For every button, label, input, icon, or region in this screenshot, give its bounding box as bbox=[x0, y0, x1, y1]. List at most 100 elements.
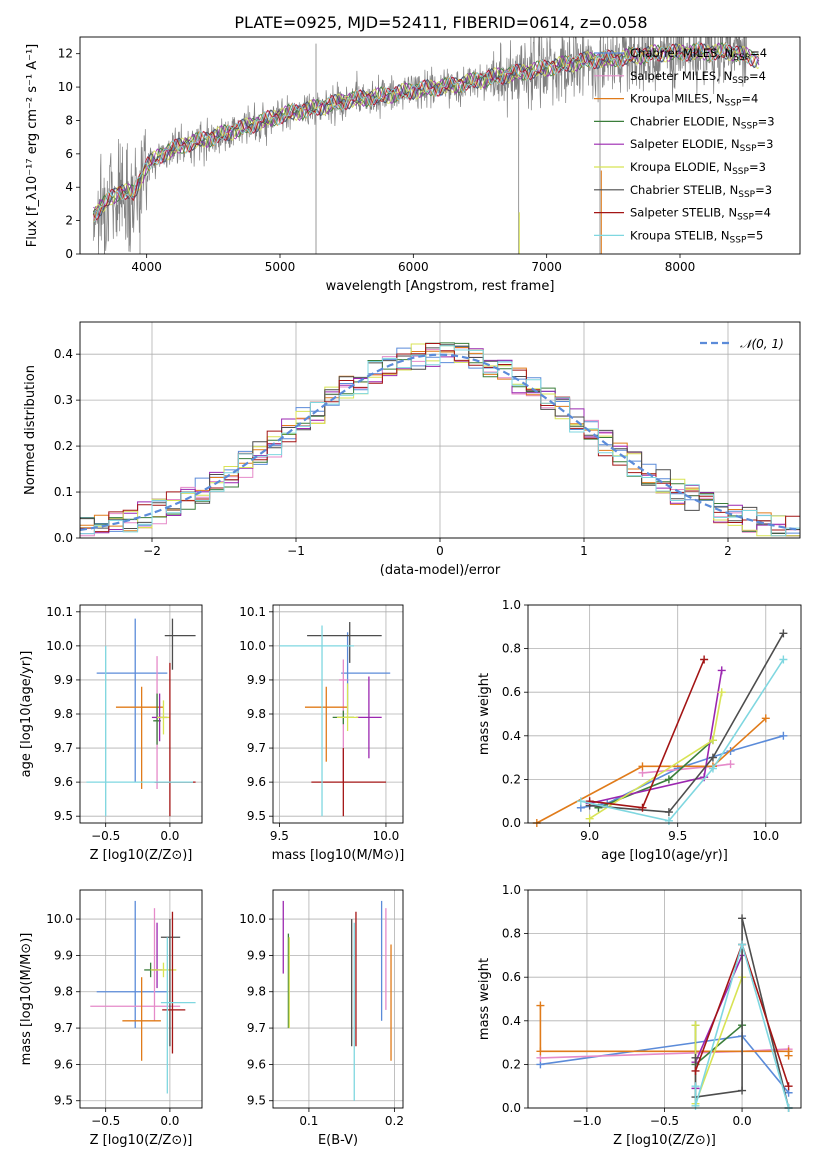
y-tick-label: 8 bbox=[65, 113, 73, 127]
y-tick-label: 0.2 bbox=[502, 772, 521, 786]
legend-label: Kroupa STELIB, NSSP=5 bbox=[630, 228, 763, 245]
plus-marker bbox=[536, 1047, 545, 1056]
axes-frame bbox=[79, 604, 203, 824]
chart-mass_weight_vs_Z: −1.0 −0.5 0.0 0.0 0.2 0.4 0.6 0.8 1.0 Z [log10(Z/… bbox=[477, 883, 802, 1148]
plus-marker bbox=[691, 1082, 700, 1091]
x-tick-label: 0 bbox=[436, 544, 444, 558]
y-tick-label: 9.6 bbox=[247, 1057, 266, 1071]
model-line bbox=[93, 42, 760, 223]
y-axis-label: mass [log10(M/M⊙)] bbox=[19, 933, 34, 1066]
y-tick-label: 1.0 bbox=[502, 598, 521, 612]
y-axis-label: Normed distribution bbox=[23, 365, 38, 495]
x-tick-label: 7000 bbox=[531, 260, 562, 274]
y-tick-label: 9.7 bbox=[54, 1021, 73, 1035]
plus-marker bbox=[738, 1086, 747, 1095]
y-tick-label: 9.6 bbox=[54, 1057, 73, 1071]
chart-mass_vs_Z: −0.5 0.0 9.5 9.6 9.7 9.8 9.9 10.0 Z [log10(Z/Z⊙)… bbox=[19, 889, 203, 1148]
plus-marker bbox=[708, 764, 717, 773]
y-tick-label: 0.4 bbox=[54, 347, 73, 361]
x-tick-label: −0.5 bbox=[91, 1114, 120, 1128]
y-tick-label: 10.0 bbox=[239, 912, 266, 926]
plus-marker bbox=[664, 816, 673, 825]
y-tick-label: 10 bbox=[58, 80, 73, 94]
plus-marker bbox=[761, 714, 770, 723]
plus-marker bbox=[536, 1001, 545, 1010]
chart-residuals: −2 −1 0 1 2 0.0 0.1 0.2 0.3 0.4 (data-model)/error… bbox=[23, 321, 801, 578]
y-tick-label: 2 bbox=[65, 214, 73, 228]
x-tick-label: 4000 bbox=[131, 260, 162, 274]
plus-marker bbox=[717, 666, 726, 675]
x-tick-label: −1 bbox=[287, 544, 305, 558]
plot-area bbox=[80, 342, 800, 537]
x-axis-label: Z [log10(Z/Z⊙)] bbox=[613, 1133, 716, 1148]
x-tick-label: 10.0 bbox=[373, 829, 400, 843]
x-tick-label: 9.0 bbox=[580, 829, 599, 843]
y-axis-label: age [log10(age/yr)] bbox=[19, 651, 34, 778]
y-tick-label: 9.5 bbox=[54, 809, 73, 823]
axes-frame bbox=[79, 321, 801, 539]
x-axis-label: Z [log10(Z/Z⊙)] bbox=[90, 848, 193, 863]
legend-label: Kroupa ELODIE, NSSP=3 bbox=[630, 160, 766, 177]
y-tick-label: 9.7 bbox=[54, 741, 73, 755]
y-tick-label: 9.5 bbox=[247, 809, 266, 823]
y-tick-label: 6 bbox=[65, 147, 73, 161]
plus-marker bbox=[664, 808, 673, 817]
y-tick-label: 9.5 bbox=[247, 1094, 266, 1108]
normal-curve bbox=[80, 353, 800, 531]
plus-marker bbox=[779, 731, 788, 740]
plus-marker bbox=[726, 760, 735, 769]
legend-label: Chabrier MILES, NSSP=4 bbox=[630, 46, 767, 63]
y-tick-label: 0.3 bbox=[54, 393, 73, 407]
chart-mass_weight_vs_age: 9.0 9.5 10.0 0.0 0.2 0.4 0.6 0.8 1.0 age [log10(a… bbox=[477, 598, 802, 863]
chart-age_vs_Z: −0.5 0.0 9.5 9.6 9.7 9.8 9.9 10.0 10.1 Z [log10(Z… bbox=[19, 604, 203, 863]
y-tick-label: 0.8 bbox=[502, 642, 521, 656]
x-tick-label: 6000 bbox=[398, 260, 429, 274]
plus-marker bbox=[708, 753, 717, 762]
x-tick-label: −0.5 bbox=[650, 1114, 679, 1128]
plus-marker bbox=[638, 762, 647, 771]
y-tick-label: 0.6 bbox=[502, 970, 521, 984]
y-tick-label: 9.8 bbox=[54, 985, 73, 999]
plus-marker bbox=[738, 940, 747, 949]
series-line bbox=[536, 717, 767, 824]
series-line bbox=[589, 632, 785, 813]
panels: 4000 5000 6000 7000 8000024681012wavelength … bbox=[19, 36, 802, 1148]
plus-marker bbox=[784, 1082, 793, 1091]
plus-marker bbox=[784, 1051, 793, 1060]
plus-marker bbox=[691, 1021, 700, 1030]
y-tick-label: 9.8 bbox=[247, 985, 266, 999]
axes-frame bbox=[527, 889, 802, 1109]
x-tick-label: −1.0 bbox=[572, 1114, 601, 1128]
x-axis-label: E(B-V) bbox=[318, 1133, 358, 1148]
x-tick-label: 0.1 bbox=[299, 1114, 318, 1128]
plus-marker bbox=[585, 814, 594, 823]
series-line bbox=[694, 955, 743, 1089]
plus-marker bbox=[691, 1101, 700, 1110]
y-tick-label: 10.1 bbox=[46, 605, 73, 619]
figure-title: PLATE=0925, MJD=52411, FIBERID=0614, z=0… bbox=[234, 13, 647, 32]
x-tick-label: 0.0 bbox=[733, 1114, 752, 1128]
series-line bbox=[580, 659, 785, 822]
y-tick-label: 9.9 bbox=[54, 948, 73, 962]
y-axis-label: mass weight bbox=[477, 673, 492, 755]
x-tick-label: 9.5 bbox=[668, 829, 687, 843]
y-tick-label: 9.7 bbox=[247, 1021, 266, 1035]
histogram-step bbox=[80, 345, 800, 537]
y-tick-label: 9.8 bbox=[247, 707, 266, 721]
y-tick-label: 0.0 bbox=[502, 1101, 521, 1115]
y-tick-label: 9.9 bbox=[247, 948, 266, 962]
x-tick-label: 8000 bbox=[665, 260, 696, 274]
x-axis-label: (data-model)/error bbox=[380, 563, 501, 578]
x-axis-label: age [log10(age/yr)] bbox=[601, 848, 728, 863]
model-line bbox=[93, 43, 760, 218]
y-tick-label: 0.4 bbox=[502, 729, 521, 743]
y-tick-label: 9.7 bbox=[247, 741, 266, 755]
x-tick-label: 1 bbox=[580, 544, 588, 558]
legend-label: Chabrier STELIB, NSSP=3 bbox=[630, 183, 772, 200]
axes-frame bbox=[527, 604, 802, 824]
plus-marker bbox=[738, 914, 747, 923]
y-tick-label: 10.0 bbox=[46, 639, 73, 653]
plot-area bbox=[92, 37, 760, 254]
model-line bbox=[92, 42, 760, 221]
legend-label: Kroupa MILES, NSSP=4 bbox=[630, 92, 758, 109]
